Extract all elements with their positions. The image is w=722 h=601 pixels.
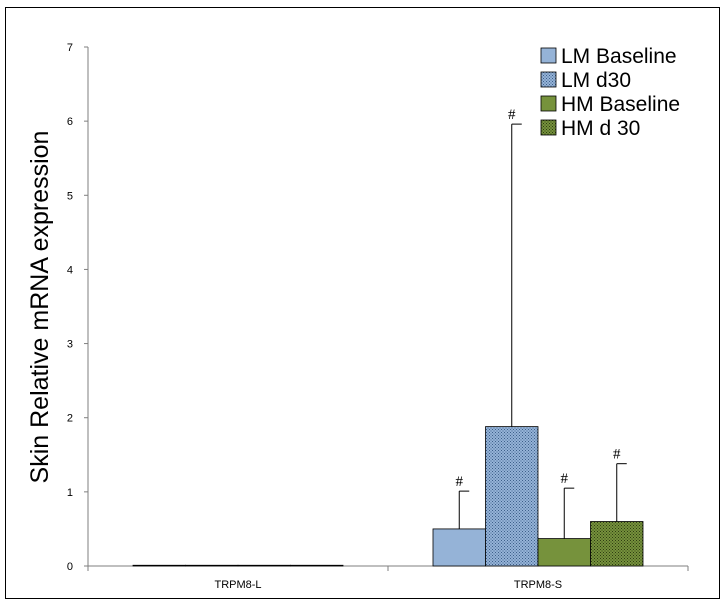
bar	[432, 528, 486, 567]
bar	[537, 538, 591, 567]
bars-group: # # # #	[132, 107, 644, 567]
y-tick-label: 4	[67, 264, 73, 276]
x-category-label: TRPM8-L	[214, 579, 261, 591]
bar	[185, 564, 239, 567]
y-tick-label: 1	[67, 487, 73, 499]
bar	[290, 564, 344, 567]
y-tick-label: 0	[67, 561, 73, 573]
y-tick-label: 5	[67, 190, 73, 202]
significance-marker: #	[456, 474, 464, 490]
significance-marker: #	[561, 471, 569, 487]
significance-marker: #	[613, 447, 621, 463]
bar	[132, 564, 186, 567]
chart-frame	[5, 7, 720, 599]
bar	[237, 564, 291, 567]
legend-label: HM d 30	[561, 117, 640, 140]
y-axis: 0 1 2 3 4 5 6 7	[67, 42, 89, 573]
legend-swatch	[540, 119, 557, 136]
x-category-label: TRPM8-S	[514, 579, 562, 591]
legend-swatch	[540, 71, 557, 88]
bar	[485, 426, 539, 567]
y-tick-label: 2	[67, 413, 73, 425]
significance-marker: #	[508, 107, 516, 123]
x-axis: TRPM8-L TRPM8-S	[87, 565, 689, 591]
legend-label: LM Baseline	[561, 45, 677, 68]
legend-label: LM d30	[561, 69, 631, 92]
y-tick-label: 6	[67, 116, 73, 128]
legend-swatch	[540, 95, 557, 112]
y-tick-label: 3	[67, 339, 73, 351]
y-tick-label: 7	[67, 42, 73, 54]
y-axis-label: Skin Relative mRNA expression	[26, 131, 54, 484]
legend-swatch	[540, 47, 557, 64]
bar	[590, 521, 644, 567]
legend-label: HM Baseline	[561, 93, 680, 116]
